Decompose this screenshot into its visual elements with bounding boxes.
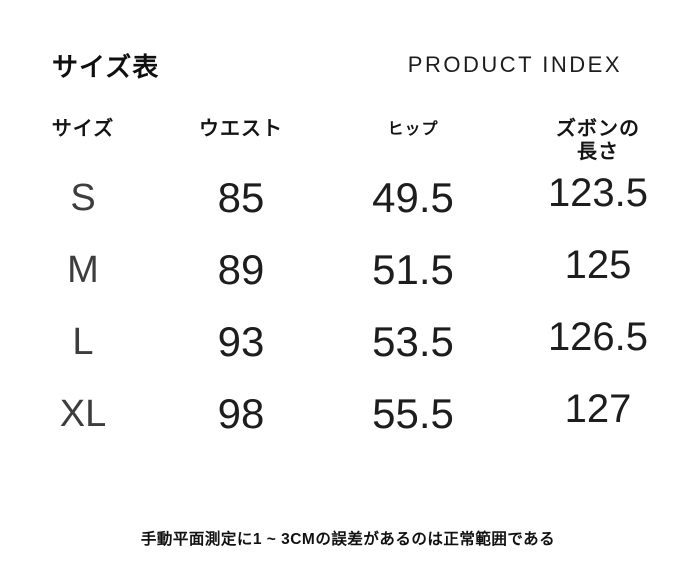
column-header-hip: ヒップ	[387, 121, 439, 138]
column-header-length: ズボンの 長さ	[556, 118, 640, 163]
product-index-label: PRODUCT INDEX	[407, 52, 622, 77]
length-cell: 125	[564, 243, 632, 287]
waist-cell: 98	[217, 390, 265, 437]
measurement-note: 手動平面測定に1 ~ 3CMの誤差があるのは正常範囲である	[140, 531, 556, 548]
size-cell: XL	[59, 393, 107, 435]
size-cell: S	[70, 177, 96, 219]
hip-cell: 51.5	[372, 246, 454, 293]
size-cell: M	[67, 249, 99, 291]
length-cell: 126.5	[547, 315, 649, 359]
size-cell: L	[72, 321, 94, 363]
page-title: サイズ表	[52, 52, 160, 82]
hip-cell: 49.5	[372, 174, 454, 221]
waist-cell: 89	[217, 246, 265, 293]
hip-cell: 55.5	[372, 390, 454, 437]
size-table: サイズ ウエスト ヒップ ズボンの 長さ S 85 49.5 123.5 M 8…	[0, 106, 686, 450]
waist-cell: 93	[217, 318, 265, 365]
length-cell: 127	[564, 387, 632, 431]
column-header-waist: ウエスト	[199, 118, 283, 140]
waist-cell: 85	[217, 174, 265, 221]
column-header-size: サイズ	[51, 118, 115, 140]
hip-cell: 53.5	[372, 318, 454, 365]
length-cell: 123.5	[547, 171, 649, 215]
